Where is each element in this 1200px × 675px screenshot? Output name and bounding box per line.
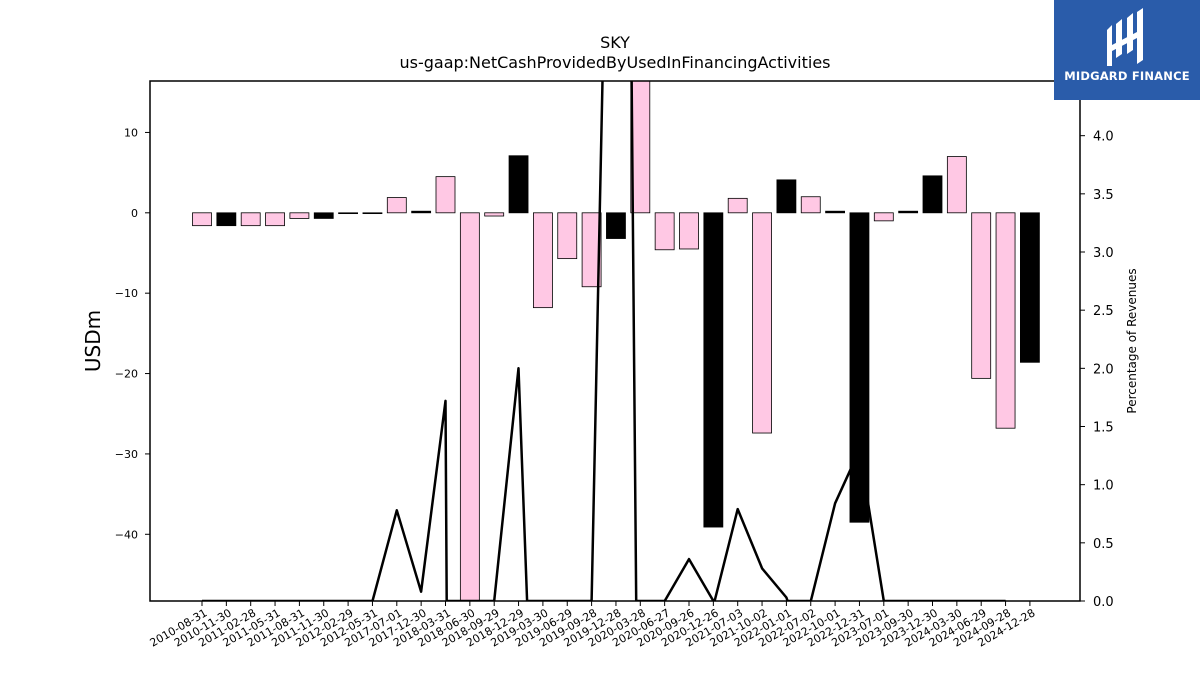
chart-subtitle: us-gaap:NetCashProvidedByUsedInFinancing…	[399, 53, 830, 72]
bar	[606, 212, 626, 239]
y2-tick-label: 1.5	[1093, 421, 1114, 436]
y-tick-label: 0	[131, 207, 138, 220]
bar	[216, 212, 237, 227]
y2-axis-label: Percentage of Revenues	[1125, 268, 1139, 413]
bar	[752, 212, 772, 434]
y-tick-label: −20	[115, 368, 138, 381]
bar	[338, 212, 359, 215]
bar	[1020, 212, 1040, 363]
bar	[849, 212, 870, 523]
y2-tick-label: 0.0	[1093, 595, 1114, 610]
bar	[192, 212, 212, 227]
midgard-finance-wordmark: MIDGARD FINANCE	[1064, 69, 1190, 83]
bar	[508, 155, 529, 214]
y2-tick-label: 1.0	[1093, 479, 1114, 494]
y-tick-label: −10	[115, 287, 138, 300]
bar	[362, 212, 383, 215]
bar	[679, 212, 699, 250]
midgard-finance-logo: MIDGARD FINANCE	[1054, 0, 1200, 100]
bar	[776, 179, 797, 214]
bar	[654, 212, 675, 251]
bar	[727, 197, 748, 214]
bar	[411, 210, 432, 214]
bar	[313, 212, 334, 219]
y2-tick-label: 4.0	[1093, 130, 1114, 145]
percentage-line	[202, 81, 1006, 601]
chart-title: SKY	[600, 33, 630, 52]
bar	[386, 197, 407, 214]
bar	[946, 156, 967, 214]
bar	[703, 212, 724, 528]
bar	[435, 176, 456, 214]
midgard-logo-icon	[1107, 8, 1143, 66]
bar	[873, 212, 894, 222]
bar	[800, 196, 821, 214]
y2-tick-label: 0.5	[1093, 537, 1114, 552]
y-axis-label: USDm	[81, 310, 105, 372]
bar	[265, 212, 285, 227]
bar	[898, 210, 919, 214]
bar	[289, 212, 310, 219]
bar	[240, 212, 261, 227]
y2-tick-label: 3.5	[1093, 188, 1114, 203]
bar	[557, 212, 578, 260]
bar	[922, 175, 943, 214]
y2-tick-label: 2.5	[1093, 304, 1114, 319]
y2-tick-label: 3.0	[1093, 246, 1114, 261]
bar	[995, 212, 1016, 429]
y-tick-label: −40	[115, 528, 138, 541]
bar	[581, 212, 602, 288]
bar	[971, 212, 992, 379]
bar	[484, 212, 505, 217]
bar	[459, 212, 480, 601]
y-tick-label: 10	[124, 126, 138, 139]
y-tick-label: −30	[115, 448, 138, 461]
y2-tick-label: 2.0	[1093, 362, 1114, 377]
bar	[533, 212, 553, 309]
bar	[825, 210, 845, 214]
plot-frame	[149, 80, 1081, 602]
bar	[630, 81, 651, 214]
